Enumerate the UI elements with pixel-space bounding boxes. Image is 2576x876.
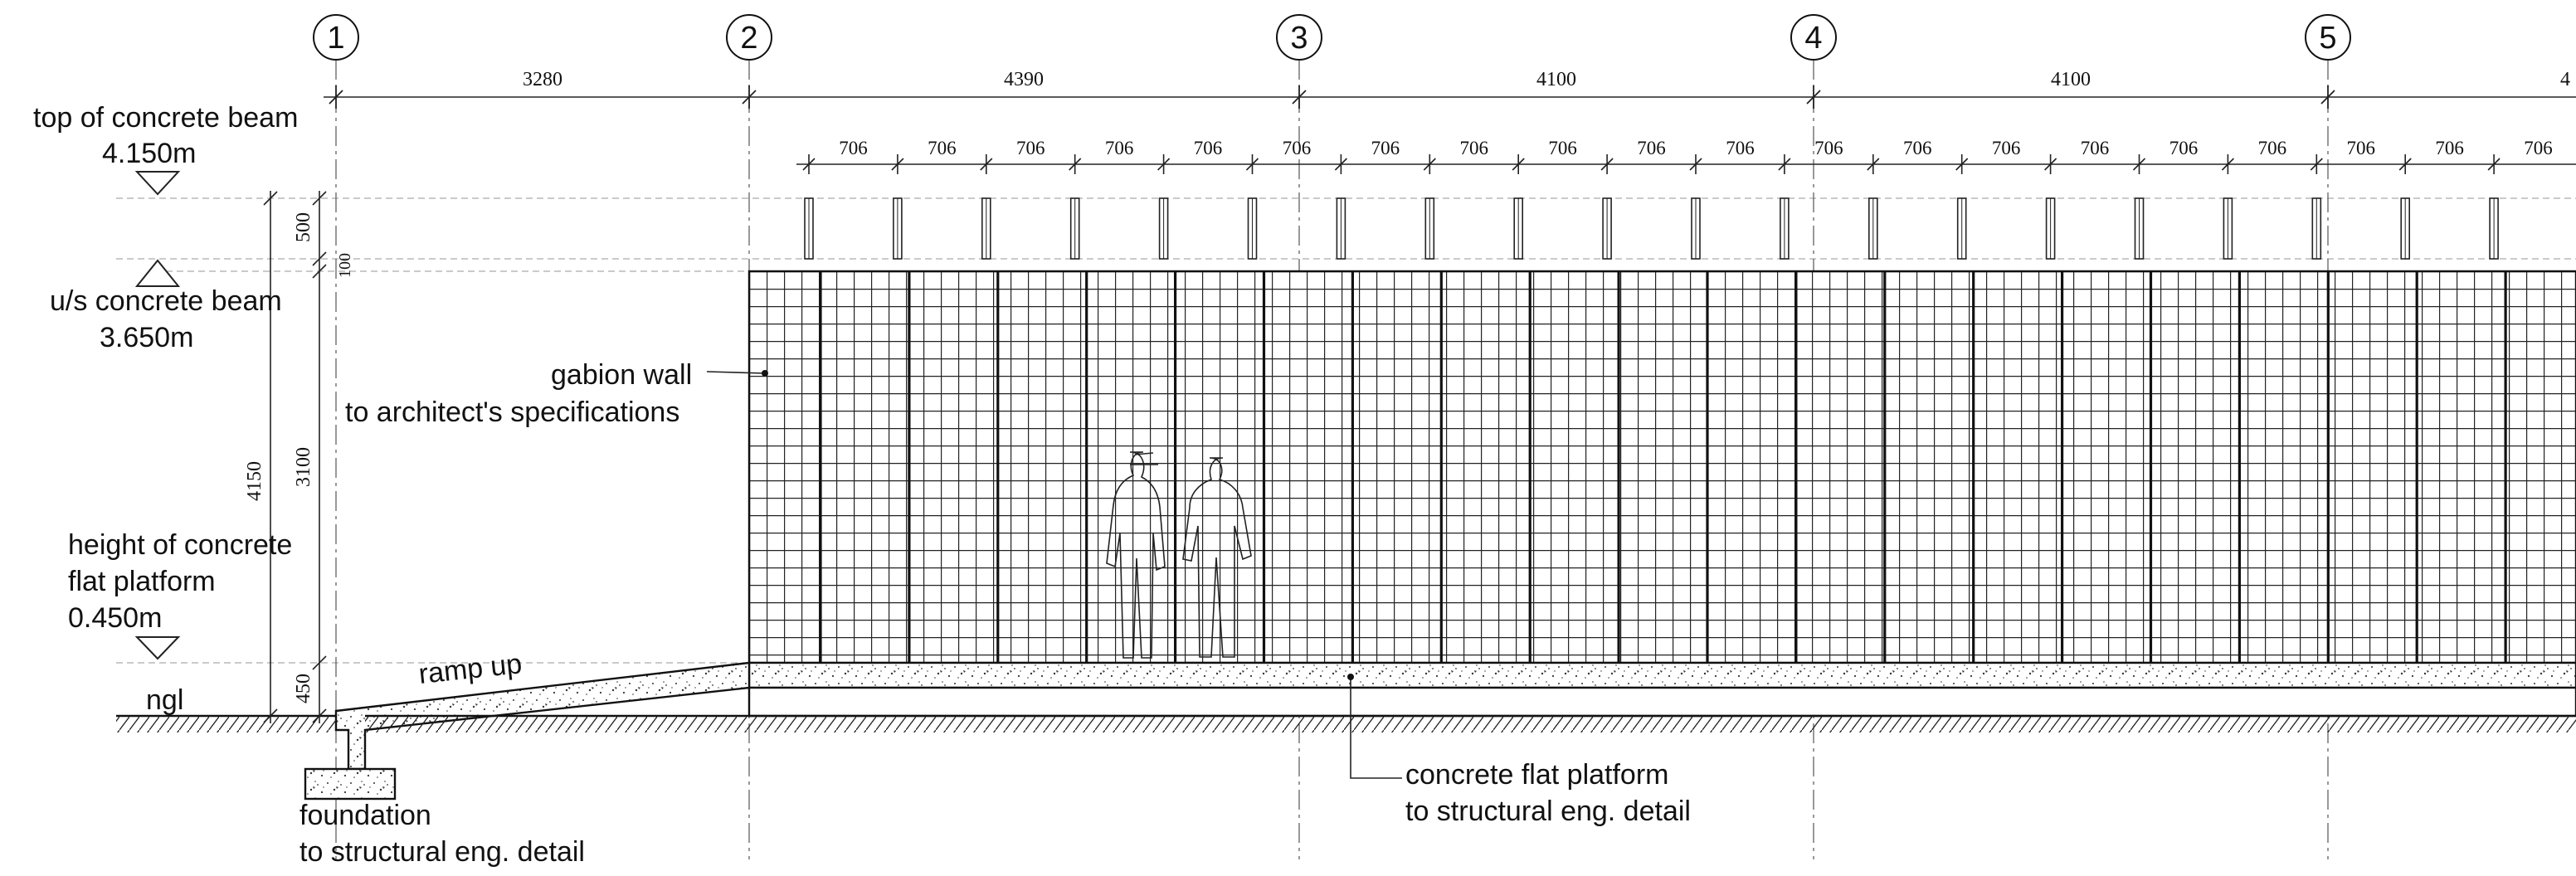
ngl-label: ngl: [146, 684, 183, 716]
bay-dimension-ticks: [329, 85, 2335, 109]
bay-dimension-3: 4100: [1536, 69, 1576, 90]
post-spacing-label: 706: [2081, 138, 2110, 158]
post-spacing-label: 706: [1548, 138, 1577, 158]
foundation-footing: [304, 767, 397, 801]
post-spacing-label: 706: [1726, 138, 1755, 158]
bay-dimension-labels: 3280 4390 4100 4100 4: [523, 69, 2570, 90]
gabion-heavy-verticals: [819, 271, 2507, 663]
level-triangles: [134, 171, 181, 660]
grid-bubble-1: [313, 14, 359, 61]
dim-gap: 100: [336, 253, 354, 278]
natural-ground: [116, 714, 2576, 732]
post-spacing-label: 706: [2347, 138, 2376, 158]
bay-dimension-2: 4390: [1004, 69, 1044, 90]
concrete-platform-base: [747, 686, 2576, 718]
grid-label-1: 1: [327, 21, 344, 56]
post-spacing-labels: 706 706 706 706 706 706 706 706 706 706 706 706 706 7…: [839, 138, 2553, 158]
post-spacing-label: 706: [1460, 138, 1489, 158]
grid-bubbles: 1 2 3 4 5: [313, 14, 2351, 61]
platform-note-line2: to structural eng. detail: [1405, 796, 1691, 827]
post-spacing-label: 706: [1637, 138, 1666, 158]
dim-wall-height: 3100: [293, 447, 314, 487]
platform-leader-dot: [1347, 674, 1354, 680]
post-spacing-label: 706: [1016, 138, 1045, 158]
grid-label-4: 4: [1804, 21, 1822, 56]
post-spacing-label: 706: [1992, 138, 2021, 158]
foundation-note-line1: foundation: [299, 800, 431, 831]
concrete-posts: [804, 197, 2499, 260]
gabion-wall: [747, 270, 2576, 664]
grid-bubble-3: [1276, 14, 1322, 61]
leader-lines: [706, 371, 1402, 779]
platform-note-line1: concrete flat platform: [1405, 759, 1668, 791]
us-beam-value: 3.650m: [100, 322, 193, 353]
concrete-platform-slab: [747, 661, 2576, 689]
foundation-note-line2: to structural eng. detail: [299, 836, 585, 868]
post-spacing-label: 706: [1194, 138, 1223, 158]
post-spacing-label: 706: [2435, 138, 2464, 158]
dim-overall-height: 4150: [244, 461, 265, 501]
bay-dimension-1: 3280: [523, 69, 562, 90]
bay-dimension-4: 4100: [2051, 69, 2091, 90]
post-spacing-label: 706: [928, 138, 957, 158]
post-spacing-label: 706: [2258, 138, 2287, 158]
post-spacing-label: 706: [1105, 138, 1134, 158]
vertical-dimensions: [263, 191, 327, 723]
post-spacing-label: 706: [1371, 138, 1400, 158]
platform-label-line2: flat platform: [68, 566, 216, 597]
gabion-note-line1: gabion wall: [551, 359, 692, 391]
grid-label-5: 5: [2319, 21, 2336, 56]
platform-level-value: 0.450m: [68, 602, 162, 634]
us-beam-label: u/s concrete beam: [50, 285, 282, 317]
post-spacing-label: 706: [839, 138, 868, 158]
human-figure-scale: [1106, 451, 1252, 659]
post-spacing-ticks: [802, 154, 2501, 174]
dim-platform-height: 450: [293, 674, 314, 703]
grid-bubble-5: [2305, 14, 2351, 61]
post-spacing-label: 706: [1903, 138, 1932, 158]
post-spacing-label: 706: [1814, 138, 1843, 158]
bay-dimension-5: 4: [2560, 69, 2570, 90]
grid-bubble-4: [1790, 14, 1837, 61]
grid-label-2: 2: [740, 21, 757, 56]
top-beam-value: 4.150m: [102, 138, 196, 169]
ramp-note: ramp up: [417, 648, 523, 690]
post-spacing-label: 706: [1283, 138, 1312, 158]
top-beam-label: top of concrete beam: [33, 102, 298, 134]
dim-beam-depth: 500: [293, 212, 314, 242]
post-spacing-label: 706: [2169, 138, 2199, 158]
grid-label-3: 3: [1290, 21, 1307, 56]
grid-bubble-2: [726, 14, 772, 61]
gabion-leader-dot: [762, 370, 768, 377]
gabion-note-line2: to architect's specifications: [345, 397, 679, 428]
platform-label-line1: height of concrete: [68, 529, 292, 561]
post-spacing-label: 706: [2524, 138, 2553, 158]
